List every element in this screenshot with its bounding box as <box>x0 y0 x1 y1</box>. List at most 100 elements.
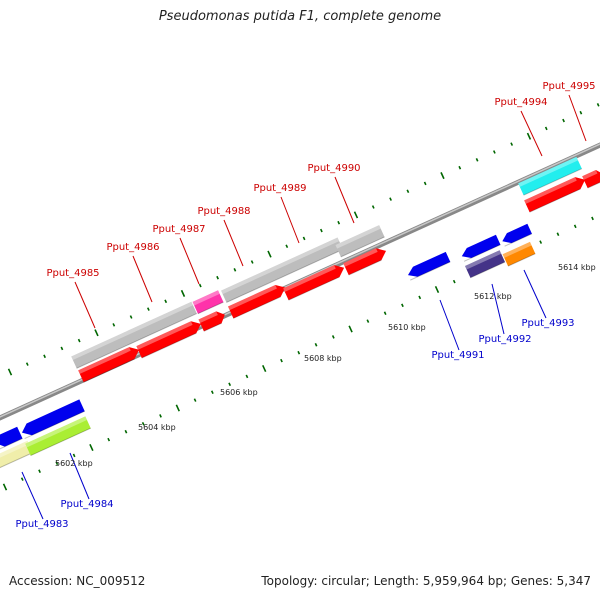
blue-gene[interactable] <box>19 399 85 440</box>
red-gene[interactable] <box>343 245 388 276</box>
upper-tick <box>371 205 375 209</box>
red-gene[interactable] <box>283 262 347 301</box>
tick-label: 5610 kbp <box>388 323 426 332</box>
upper-tick <box>596 103 600 107</box>
upper-tick <box>423 181 427 186</box>
purple-gene[interactable] <box>465 250 506 279</box>
upper-tick <box>43 354 46 359</box>
upper-tick <box>440 172 445 180</box>
leader-line <box>69 452 90 500</box>
lower-tick <box>314 343 318 347</box>
leader-line <box>21 471 44 520</box>
red-gene[interactable] <box>524 174 588 213</box>
upper-tick <box>353 211 359 219</box>
tick-label: 5612 kbp <box>474 292 512 301</box>
leader-line <box>491 283 505 335</box>
leader-line <box>74 281 96 329</box>
upper-tick <box>77 338 81 343</box>
red-gene[interactable] <box>78 344 142 383</box>
tick-label: 5604 kbp <box>138 423 176 432</box>
leader-line <box>179 237 200 285</box>
leader-line <box>280 196 300 244</box>
gene-features[interactable] <box>0 156 600 470</box>
lower-tick <box>141 422 145 426</box>
blue-gene[interactable] <box>406 251 451 281</box>
lower-tick <box>383 311 387 316</box>
gray-gene[interactable] <box>71 301 197 369</box>
upper-tick <box>60 346 64 351</box>
gray-gene[interactable] <box>221 237 344 303</box>
red-gene[interactable] <box>136 318 203 359</box>
yellow-gene[interactable] <box>0 440 34 470</box>
upper-tick <box>579 110 583 115</box>
upper-tick <box>285 244 289 249</box>
leader-line <box>223 219 244 267</box>
lower-tick <box>124 429 128 434</box>
gene-label: Pput_4995 <box>542 81 595 92</box>
blue-gene[interactable] <box>500 223 533 247</box>
cyan-gene[interactable] <box>518 156 583 196</box>
lower-tick <box>573 224 577 229</box>
lower-tick <box>452 279 456 284</box>
upper-tick <box>267 250 272 258</box>
map-title: Pseudomonas putida F1, complete genome <box>158 9 442 24</box>
upper-tick <box>198 283 202 288</box>
leader-line <box>520 110 543 157</box>
leader-line <box>439 299 460 351</box>
upper-tick <box>94 329 99 337</box>
lower-tick <box>348 325 353 333</box>
gene-label: Pput_4986 <box>106 242 159 253</box>
lower-tick <box>210 390 214 394</box>
blue-gene[interactable] <box>0 426 23 450</box>
lower-tick <box>55 461 59 466</box>
gene-label: Pput_4983 <box>15 519 68 530</box>
upper-tick <box>319 228 323 233</box>
lower-tick <box>434 285 440 294</box>
pink-gene[interactable] <box>192 290 224 315</box>
upper-tick <box>475 158 479 162</box>
upper-tick <box>112 323 116 327</box>
red-gene[interactable] <box>228 282 288 319</box>
lower-tick <box>2 483 8 491</box>
red-gene[interactable] <box>582 168 600 189</box>
lower-tick <box>539 240 543 244</box>
upper-tick <box>544 126 548 131</box>
tick-marks <box>2 103 600 491</box>
upper-tick <box>510 142 514 146</box>
lower-tick <box>20 477 24 481</box>
gene-label: Pput_4992 <box>478 334 531 345</box>
upper-tick <box>406 189 410 194</box>
leader-line <box>568 94 587 142</box>
blue-gene[interactable] <box>460 234 501 262</box>
upper-tick <box>129 315 133 319</box>
lower-tick <box>193 398 197 402</box>
tick-label: 5606 kbp <box>220 388 258 397</box>
lower-tick <box>331 335 335 339</box>
green-gene[interactable] <box>25 416 91 457</box>
gene-label: Pput_4991 <box>431 350 484 361</box>
tick-label: 5602 kbp <box>55 459 93 468</box>
genome-summary-text: Topology: circular; Length: 5,959,964 bp… <box>261 574 591 588</box>
lower-tick <box>107 437 111 442</box>
upper-tick <box>25 362 29 366</box>
upper-tick <box>458 165 462 170</box>
gene-label: Pput_4994 <box>494 97 547 108</box>
lower-tick <box>280 358 283 363</box>
orange-gene[interactable] <box>502 241 536 267</box>
gene-labels: 5602 kbp 5604 kbp 5606 kbp 5608 kbp 5610 kbp… <box>15 81 595 530</box>
upper-tick <box>164 299 168 304</box>
lower-tick <box>556 232 560 237</box>
upper-tick <box>250 260 254 264</box>
lower-tick <box>159 414 162 418</box>
leader-line <box>523 269 547 319</box>
upper-tick <box>337 220 341 225</box>
red-gene[interactable] <box>198 309 227 332</box>
upper-tick <box>302 236 306 241</box>
lower-tick <box>418 295 422 300</box>
gray-gene[interactable] <box>335 225 385 258</box>
lower-tick <box>591 216 594 221</box>
upper-tick <box>7 368 13 376</box>
upper-tick <box>233 268 237 272</box>
leader-line <box>132 255 153 303</box>
